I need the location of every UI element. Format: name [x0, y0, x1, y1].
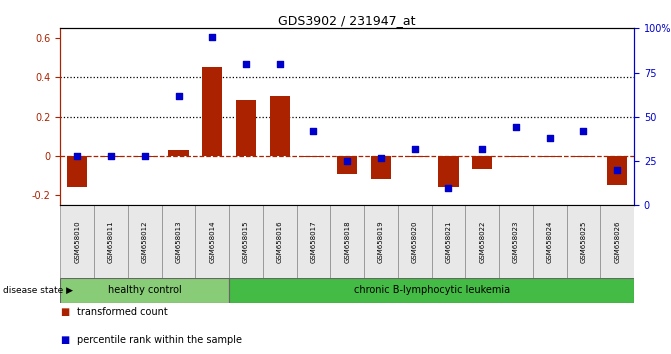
FancyBboxPatch shape [431, 205, 466, 278]
FancyBboxPatch shape [60, 278, 229, 303]
Text: GSM658021: GSM658021 [446, 220, 452, 263]
Bar [438, 156, 458, 187]
Point [376, 155, 386, 160]
Text: GSM658018: GSM658018 [344, 220, 350, 263]
Bar [303, 156, 323, 157]
Bar [539, 156, 560, 157]
FancyBboxPatch shape [533, 205, 566, 278]
FancyBboxPatch shape [330, 205, 364, 278]
FancyBboxPatch shape [364, 205, 398, 278]
Bar [168, 150, 189, 156]
FancyBboxPatch shape [229, 278, 634, 303]
FancyBboxPatch shape [499, 205, 533, 278]
FancyBboxPatch shape [195, 205, 229, 278]
Text: GSM658017: GSM658017 [311, 220, 317, 263]
Point [173, 93, 184, 98]
FancyBboxPatch shape [162, 205, 195, 278]
Bar [270, 96, 290, 156]
FancyBboxPatch shape [229, 205, 263, 278]
FancyBboxPatch shape [466, 205, 499, 278]
Bar [101, 156, 121, 157]
Bar [236, 100, 256, 156]
Point [511, 125, 521, 130]
Bar [337, 156, 358, 174]
Text: GSM658019: GSM658019 [378, 220, 384, 263]
Bar [371, 156, 391, 179]
Bar [135, 156, 155, 157]
Text: GSM658016: GSM658016 [276, 220, 282, 263]
Bar [405, 156, 425, 157]
Text: transformed count: transformed count [77, 307, 168, 316]
Text: disease state ▶: disease state ▶ [3, 286, 73, 295]
Text: GSM658013: GSM658013 [176, 220, 182, 263]
Point [477, 146, 488, 152]
Text: GSM658023: GSM658023 [513, 220, 519, 263]
FancyBboxPatch shape [398, 205, 431, 278]
Text: ■: ■ [60, 335, 70, 345]
Text: GSM658010: GSM658010 [74, 220, 81, 263]
Point [578, 128, 589, 134]
Point [72, 153, 83, 159]
Text: GSM658012: GSM658012 [142, 220, 148, 263]
FancyBboxPatch shape [297, 205, 330, 278]
Text: healthy control: healthy control [108, 285, 182, 295]
Text: GSM658014: GSM658014 [209, 220, 215, 263]
FancyBboxPatch shape [128, 205, 162, 278]
FancyBboxPatch shape [60, 205, 94, 278]
Bar [506, 156, 526, 157]
FancyBboxPatch shape [601, 205, 634, 278]
Point [241, 61, 252, 67]
Text: GSM658024: GSM658024 [547, 221, 553, 263]
Bar [472, 156, 493, 169]
Point [342, 158, 353, 164]
Text: GSM658025: GSM658025 [580, 221, 586, 263]
Bar [573, 156, 594, 157]
Title: GDS3902 / 231947_at: GDS3902 / 231947_at [278, 14, 416, 27]
Bar [607, 156, 627, 185]
Text: GSM658020: GSM658020 [412, 220, 418, 263]
Point [409, 146, 420, 152]
Point [544, 135, 555, 141]
FancyBboxPatch shape [263, 205, 297, 278]
Text: ■: ■ [60, 307, 70, 316]
FancyBboxPatch shape [566, 205, 601, 278]
Text: GSM658026: GSM658026 [614, 220, 620, 263]
Text: GSM658015: GSM658015 [243, 220, 249, 263]
Point [274, 61, 285, 67]
Point [612, 167, 623, 173]
Text: GSM658011: GSM658011 [108, 220, 114, 263]
Text: percentile rank within the sample: percentile rank within the sample [77, 335, 242, 345]
Point [308, 128, 319, 134]
Text: chronic B-lymphocytic leukemia: chronic B-lymphocytic leukemia [354, 285, 510, 295]
FancyBboxPatch shape [94, 205, 128, 278]
Bar [67, 156, 87, 187]
Point [105, 153, 116, 159]
Point [140, 153, 150, 159]
Bar [202, 67, 222, 156]
Point [207, 34, 217, 40]
Point [443, 185, 454, 190]
Text: GSM658022: GSM658022 [479, 221, 485, 263]
